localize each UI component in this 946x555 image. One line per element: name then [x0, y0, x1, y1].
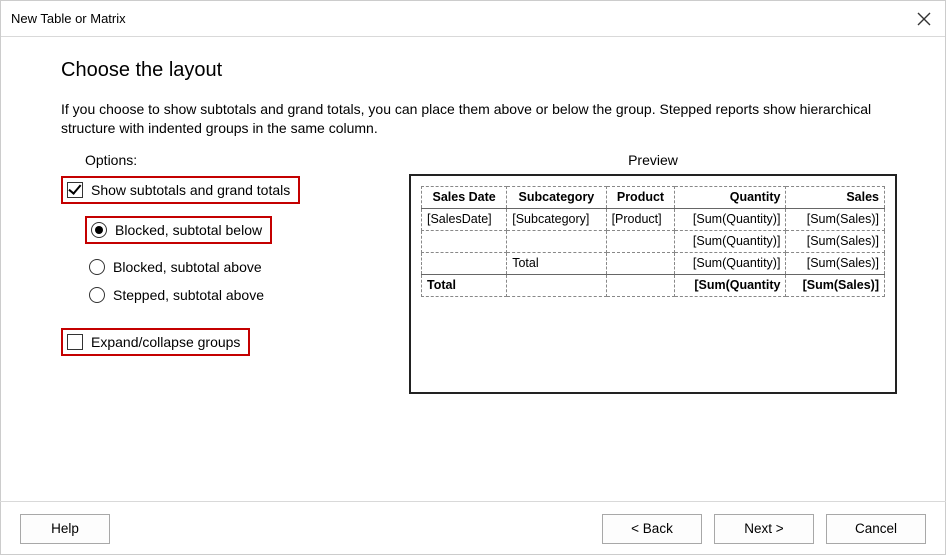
- preview-label: Preview: [409, 152, 897, 168]
- preview-table: Sales Date Subcategory Product Quantity …: [421, 186, 885, 297]
- option-label: Blocked, subtotal above: [113, 259, 262, 275]
- col-header: Sales: [786, 186, 885, 208]
- options-column: Options: Show subtotals and grand totals…: [61, 152, 391, 394]
- checkbox-icon[interactable]: [67, 334, 83, 350]
- col-header: Subcategory: [507, 186, 606, 208]
- cancel-button[interactable]: Cancel: [826, 514, 926, 544]
- option-show-totals[interactable]: Show subtotals and grand totals: [61, 176, 300, 204]
- table-header-row: Sales Date Subcategory Product Quantity …: [422, 186, 885, 208]
- table-total-row: Total [Sum(Quantity [Sum(Sales)]: [422, 274, 885, 296]
- col-header: Quantity: [675, 186, 786, 208]
- radio-icon[interactable]: [91, 222, 107, 238]
- next-button[interactable]: Next >: [714, 514, 814, 544]
- col-header: Product: [606, 186, 675, 208]
- option-label: Stepped, subtotal above: [113, 287, 264, 303]
- option-label: Expand/collapse groups: [91, 334, 240, 350]
- dialog-content: Choose the layout If you choose to show …: [1, 37, 945, 408]
- option-stepped-above[interactable]: Stepped, subtotal above: [89, 284, 391, 306]
- help-button[interactable]: Help: [20, 514, 110, 544]
- title-bar: New Table or Matrix: [1, 1, 945, 37]
- options-label: Options:: [85, 152, 391, 168]
- preview-column: Preview Sales Date Subcategory Product Q…: [409, 152, 897, 394]
- col-header: Sales Date: [422, 186, 507, 208]
- page-heading: Choose the layout: [61, 59, 897, 82]
- window-title: New Table or Matrix: [11, 11, 126, 26]
- option-label: Blocked, subtotal below: [115, 222, 262, 238]
- dialog-footer: Help < Back Next > Cancel: [0, 501, 946, 555]
- close-icon[interactable]: [915, 10, 933, 28]
- table-row: [SalesDate] [Subcategory] [Product] [Sum…: [422, 208, 885, 230]
- option-expand-collapse[interactable]: Expand/collapse groups: [61, 328, 250, 356]
- option-blocked-above[interactable]: Blocked, subtotal above: [89, 256, 391, 278]
- checkbox-icon[interactable]: [67, 182, 83, 198]
- preview-frame: Sales Date Subcategory Product Quantity …: [409, 174, 897, 394]
- table-row: [Sum(Quantity)] [Sum(Sales)]: [422, 230, 885, 252]
- back-button[interactable]: < Back: [602, 514, 702, 544]
- page-description: If you choose to show subtotals and gran…: [61, 100, 897, 138]
- radio-icon[interactable]: [89, 287, 105, 303]
- option-blocked-below[interactable]: Blocked, subtotal below: [85, 216, 272, 244]
- table-row: Total [Sum(Quantity)] [Sum(Sales)]: [422, 252, 885, 274]
- radio-icon[interactable]: [89, 259, 105, 275]
- option-label: Show subtotals and grand totals: [91, 182, 290, 198]
